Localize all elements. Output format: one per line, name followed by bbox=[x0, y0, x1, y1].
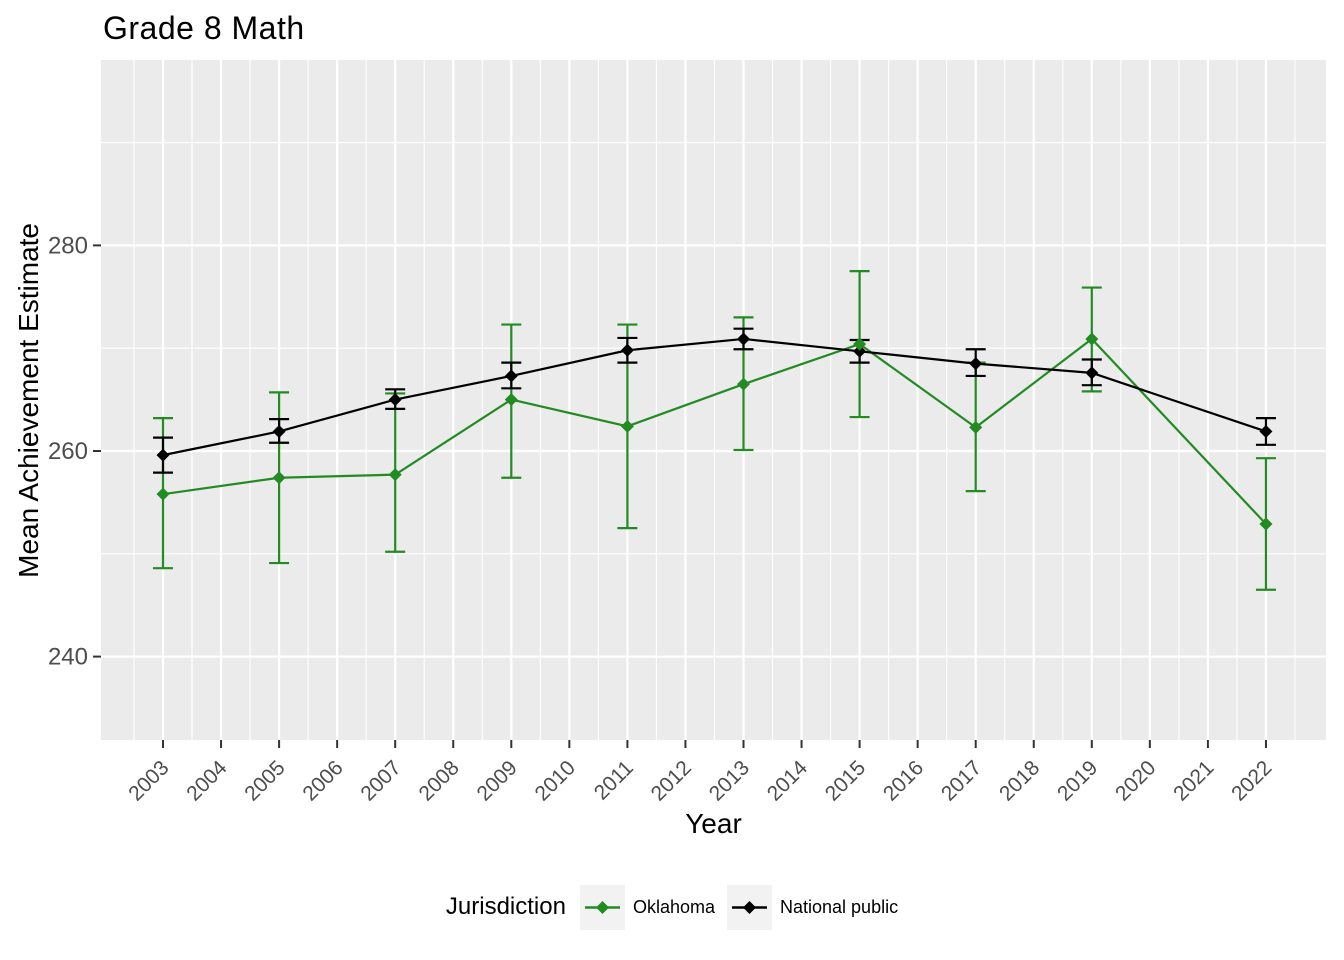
data-point-national-public-2017 bbox=[969, 357, 983, 371]
data-point-national-public-2019 bbox=[1085, 366, 1099, 380]
y-tick-label-260: 260 bbox=[48, 438, 88, 465]
x-tick-label-2016: 2016 bbox=[879, 756, 928, 805]
data-point-national-public-2005 bbox=[272, 424, 286, 438]
x-tick-label-2010: 2010 bbox=[531, 756, 580, 805]
y-axis-title-wrap: Mean Achievement Estimate bbox=[6, 60, 52, 740]
x-tick-label-2009: 2009 bbox=[473, 756, 522, 805]
x-tick-label-2005: 2005 bbox=[240, 756, 289, 805]
data-point-national-public-2007 bbox=[388, 393, 402, 407]
legend-key-oklahoma-icon bbox=[579, 884, 625, 930]
legend-title: Jurisdiction bbox=[445, 893, 566, 920]
x-tick-label-2003: 2003 bbox=[124, 756, 173, 805]
data-point-oklahoma-2019 bbox=[1085, 332, 1099, 346]
data-point-national-public-2011 bbox=[620, 343, 634, 357]
data-point-national-public-2003 bbox=[156, 448, 170, 462]
x-tick-label-2011: 2011 bbox=[590, 756, 638, 804]
x-tick-label-2007: 2007 bbox=[356, 756, 405, 805]
x-tick-label-2006: 2006 bbox=[298, 756, 347, 805]
plot-panel bbox=[101, 60, 1326, 740]
data-point-national-public-2009 bbox=[504, 369, 518, 383]
x-tick-label-2004: 2004 bbox=[182, 756, 232, 806]
x-tick-label-2018: 2018 bbox=[995, 756, 1044, 805]
legend-item-oklahoma: Oklahoma bbox=[579, 884, 715, 930]
x-tick-label-2020: 2020 bbox=[1111, 756, 1160, 805]
x-tick-label-2014: 2014 bbox=[763, 756, 813, 806]
y-axis-title: Mean Achievement Estimate bbox=[13, 222, 44, 578]
x-tick-label-2012: 2012 bbox=[647, 756, 696, 805]
data-point-national-public-2013 bbox=[737, 332, 750, 346]
data-point-oklahoma-2011 bbox=[620, 419, 634, 433]
legend-item-national-public: National public bbox=[727, 884, 899, 930]
data-point-oklahoma-2007 bbox=[388, 468, 402, 482]
legend-point-icon bbox=[595, 900, 609, 914]
x-axis-title: Year bbox=[685, 808, 742, 839]
x-tick-label-2021: 2021 bbox=[1169, 756, 1218, 805]
legend-label-oklahoma: Oklahoma bbox=[632, 896, 715, 917]
data-point-oklahoma-2005 bbox=[272, 471, 286, 485]
x-tick-label-2015: 2015 bbox=[821, 756, 870, 805]
x-tick-label-2013: 2013 bbox=[705, 756, 754, 805]
data-point-oklahoma-2009 bbox=[504, 393, 518, 407]
data-point-oklahoma-2003 bbox=[156, 487, 170, 501]
data-point-oklahoma-2013 bbox=[737, 377, 750, 391]
y-tick-label-240: 240 bbox=[48, 644, 88, 671]
x-tick-label-2019: 2019 bbox=[1053, 756, 1102, 805]
data-point-oklahoma-2017 bbox=[969, 420, 983, 434]
legend: Jurisdiction Oklahoma National public bbox=[0, 882, 1344, 932]
x-tick-label-2022: 2022 bbox=[1227, 756, 1276, 805]
x-tick-label-2017: 2017 bbox=[937, 756, 986, 805]
data-point-oklahoma-2022 bbox=[1259, 517, 1273, 531]
plot-title: Grade 8 Math bbox=[103, 10, 305, 46]
data-point-oklahoma-2015 bbox=[853, 337, 867, 351]
series-line-oklahoma bbox=[162, 337, 1267, 525]
chart-canvas: 2003 2004 2005 2006 2007 2008 2009 2010 2011 2012… bbox=[48, 60, 1326, 806]
legend-label-national-public: National public bbox=[780, 896, 899, 917]
data-point-national-public-2022 bbox=[1259, 424, 1273, 438]
x-tick-label-2008: 2008 bbox=[414, 756, 463, 805]
legend-key-national-public-icon bbox=[727, 884, 772, 930]
y-tick-label-280: 280 bbox=[48, 232, 88, 259]
legend-point-icon bbox=[743, 900, 756, 914]
data-point-national-public-2015 bbox=[853, 344, 867, 358]
series-line-national-public bbox=[162, 337, 1267, 457]
